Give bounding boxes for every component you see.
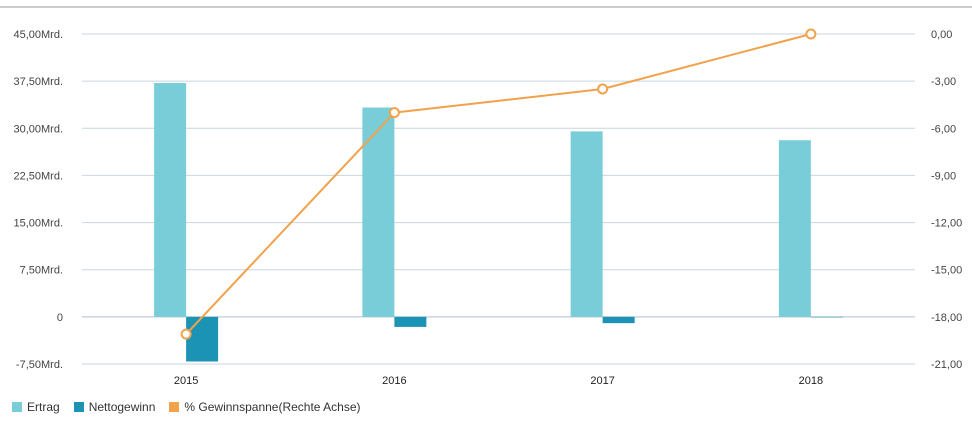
- left-tick-label: 37,50Mrd.: [13, 76, 63, 88]
- x-axis-labels: 2015 2016 2017 2018: [174, 375, 823, 387]
- x-tick-label: 2016: [382, 375, 406, 387]
- right-tick-label: -18,00: [931, 312, 962, 324]
- legend-label-ertrag: Ertrag: [27, 400, 60, 414]
- margin-point-2018: [805, 28, 817, 40]
- bar-nettogewinn-2015: [186, 316, 219, 362]
- right-tick-label: -3,00: [931, 76, 956, 88]
- margin-point-2017: [597, 83, 609, 95]
- left-tick-label: 15,00Mrd.: [13, 218, 63, 230]
- legend: Ertrag Nettogewinn % Gewinnspanne(Rechte…: [12, 400, 361, 414]
- x-tick-label: 2018: [799, 375, 823, 387]
- margin-line-path: [185, 33, 812, 335]
- left-tick-label: 30,00Mrd.: [13, 123, 63, 135]
- left-tick-label: 45,00Mrd.: [13, 29, 63, 41]
- grid-lines: [0, 6, 972, 365]
- bar-ertrag-2017: [570, 131, 603, 317]
- legend-label-gewinnspanne: % Gewinnspanne(Rechte Achse): [184, 400, 361, 414]
- right-tick-label: -15,00: [931, 265, 962, 277]
- left-axis-labels: 45,00Mrd. 37,50Mrd. 30,00Mrd. 22,50Mrd. 15,0…: [13, 29, 63, 371]
- bar-ertrag-2016: [362, 107, 395, 317]
- legend-item-gewinnspanne[interactable]: % Gewinnspanne(Rechte Achse): [169, 400, 361, 414]
- margin-point-2016: [388, 107, 400, 119]
- legend-swatch-nettogewinn: [73, 402, 84, 412]
- bar-ertrag-2018: [778, 140, 811, 317]
- legend-item-nettogewinn[interactable]: Nettogewinn: [73, 400, 156, 414]
- legend-label-nettogewinn: Nettogewinn: [88, 400, 156, 414]
- bar-nettogewinn-2016: [394, 316, 427, 327]
- margin-line: [180, 28, 817, 340]
- right-tick-label: -9,00: [931, 170, 956, 182]
- right-axis-labels: 0,00 -3,00 -6,00 -9,00 -12,00 -15,00 -18,00 -21…: [931, 29, 962, 371]
- x-tick-label: 2015: [174, 375, 198, 387]
- left-tick-label: 0: [57, 312, 63, 324]
- bar-nettogewinn-2018: [810, 316, 843, 318]
- right-tick-label: 0,00: [931, 29, 952, 41]
- x-tick-label: 2017: [590, 375, 614, 387]
- legend-swatch-ertrag: [12, 402, 22, 412]
- legend-swatch-gewinnspanne: [169, 402, 180, 412]
- left-tick-label: -7,50Mrd.: [16, 359, 63, 371]
- right-tick-label: -6,00: [931, 123, 956, 135]
- margin-point-2015: [180, 328, 192, 340]
- bar-ertrag-2015: [154, 83, 187, 317]
- legend-item-ertrag[interactable]: Ertrag: [12, 400, 60, 414]
- bar-nettogewinn-2017: [602, 316, 635, 324]
- right-tick-label: -12,00: [931, 218, 962, 230]
- left-tick-label: 22,50Mrd.: [13, 170, 63, 182]
- right-tick-label: -21,00: [931, 359, 962, 371]
- left-tick-label: 7,50Mrd.: [20, 265, 63, 277]
- bars: [154, 83, 843, 362]
